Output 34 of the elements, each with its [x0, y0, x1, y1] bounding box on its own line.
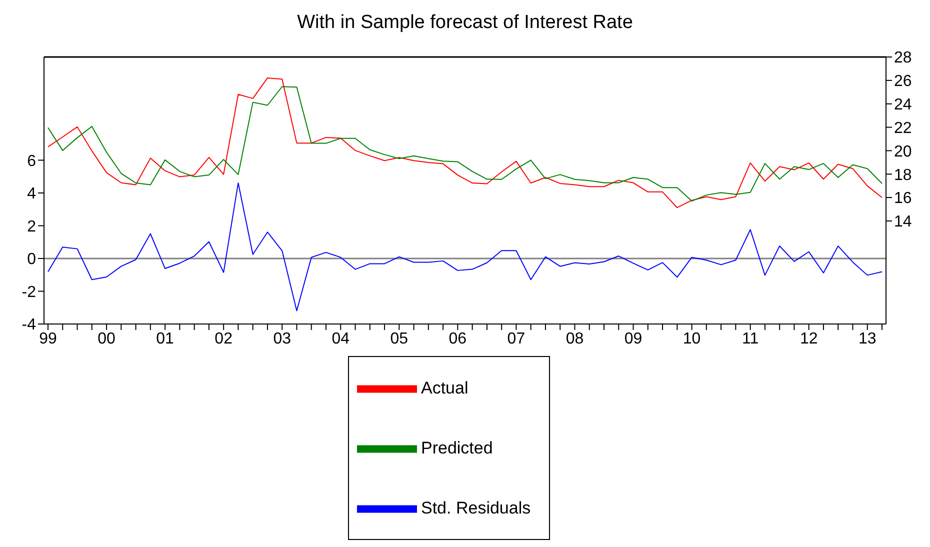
x-tick-label: 00 — [98, 330, 116, 348]
y2-tick-label: 26 — [894, 73, 912, 90]
y2-tick-label: 24 — [894, 96, 912, 114]
x-tick-label: 05 — [390, 330, 408, 348]
legend-label: Actual — [421, 378, 468, 398]
y2-tick-label: 14 — [894, 214, 912, 231]
x-tick-label: 04 — [332, 330, 350, 348]
y-tick-label: 0 — [27, 251, 36, 268]
y-tick-label: 4 — [27, 186, 36, 203]
x-tick-label: 07 — [507, 330, 526, 348]
y-tick-label: -2 — [22, 284, 36, 301]
y-tick-label: -4 — [22, 316, 36, 334]
y-tick-label: 6 — [27, 152, 36, 170]
y2-tick-label: 28 — [894, 50, 912, 67]
x-tick-label: 99 — [39, 330, 57, 348]
y2-tick-label: 22 — [894, 120, 912, 137]
x-tick-label: 08 — [566, 330, 584, 348]
x-tick-label: 11 — [742, 330, 759, 348]
chart-title: With in Sample forecast of Interest Rate — [296, 11, 634, 35]
x-tick-label: 02 — [214, 330, 233, 348]
y2-tick-label: 18 — [894, 166, 912, 184]
x-tick-label: 13 — [858, 330, 876, 348]
x-tick-label: 12 — [800, 330, 818, 348]
x-tick-label: 01 — [156, 330, 174, 348]
legend-label: Predicted — [421, 438, 493, 458]
line-series — [48, 182, 882, 312]
y2-tick-label: 20 — [894, 143, 912, 160]
x-tick-label: 06 — [448, 330, 467, 348]
x-tick-label: 03 — [273, 330, 292, 348]
x-tick-label: 10 — [682, 330, 701, 348]
legend-label: Std. Residuals — [421, 498, 531, 518]
x-tick-label: 09 — [624, 330, 642, 348]
y2-tick-label: 16 — [894, 190, 912, 208]
y-tick-label: 2 — [27, 218, 36, 236]
